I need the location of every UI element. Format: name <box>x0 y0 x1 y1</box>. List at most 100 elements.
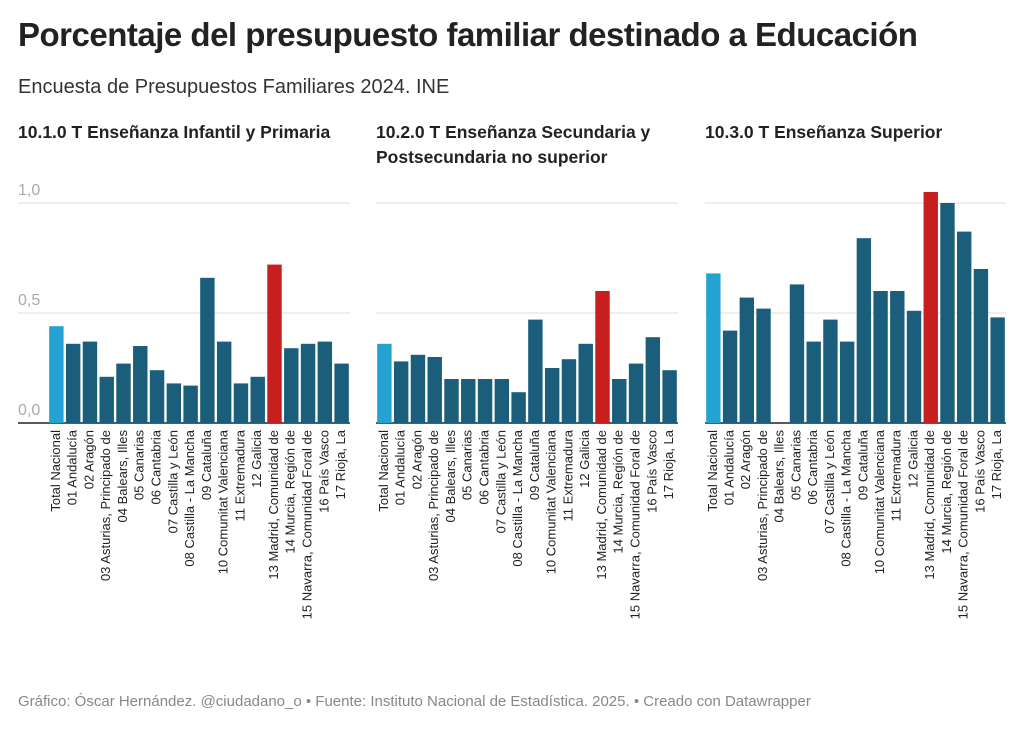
bar <box>612 379 627 423</box>
x-tick-label: 03 Asturias, Principado de <box>755 430 770 581</box>
bar <box>823 319 838 423</box>
x-tick-label: 01 Andalucía <box>393 429 408 505</box>
bar <box>940 203 955 423</box>
bar <box>645 337 661 423</box>
bar <box>511 392 526 423</box>
bar <box>200 277 215 423</box>
bar <box>116 363 131 423</box>
bar <box>216 341 232 423</box>
bar <box>300 343 316 423</box>
bar <box>317 341 333 423</box>
x-tick-label: 07 Castilla y León <box>165 430 180 533</box>
x-tick-label: 15 Navarra, Comunidad Foral de <box>627 430 642 619</box>
bar <box>839 341 855 423</box>
x-tick-label: 06 Cantabria <box>805 429 820 504</box>
panel-title: 10.3.0 T Enseñanza Superior <box>705 122 943 142</box>
x-tick-label: Total Nacional <box>705 430 720 512</box>
x-tick-label: 08 Castilla - La Mancha <box>839 429 854 566</box>
x-tick-label: 04 Balears, Illes <box>772 430 787 523</box>
bar <box>250 376 265 423</box>
x-tick-label: 03 Asturias, Principado de <box>426 430 441 581</box>
bar <box>990 317 1005 423</box>
bar <box>149 370 165 423</box>
bar <box>662 370 677 423</box>
bar <box>628 363 644 423</box>
x-tick-label: 10 Comunitat Valenciana <box>872 429 887 574</box>
x-tick-label: 01 Andalucía <box>65 429 80 505</box>
bar <box>334 363 349 423</box>
x-tick-label: 14 Murcia, Región de <box>283 430 298 554</box>
bar <box>377 343 392 423</box>
bar <box>49 326 64 423</box>
x-tick-label: 17 Rioja, La <box>661 429 676 499</box>
bar <box>756 308 771 423</box>
bar <box>873 291 888 423</box>
x-tick-label: 12 Galicia <box>577 429 592 488</box>
x-tick-label: 03 Asturias, Principado de <box>98 430 113 581</box>
x-tick-label: 02 Aragón <box>409 430 424 489</box>
x-tick-label: 07 Castilla y León <box>822 430 837 533</box>
bar <box>973 269 989 423</box>
bar <box>82 341 98 423</box>
bar <box>99 376 114 423</box>
x-tick-label: 04 Balears, Illes <box>115 430 130 523</box>
bar <box>544 368 560 423</box>
bar <box>284 348 299 423</box>
x-tick-label: 07 Castilla y León <box>493 430 508 533</box>
bar <box>806 341 821 423</box>
panel-title: 10.2.0 T Enseñanza Secundaria y Postsecu… <box>376 122 651 167</box>
x-tick-label: 13 Madrid, Comunidad de <box>594 430 609 580</box>
bar <box>957 231 972 423</box>
bar <box>427 357 442 423</box>
x-tick-label: 09 Cataluña <box>199 429 214 500</box>
bar <box>923 192 938 423</box>
x-tick-label: 16 País Vasco <box>644 430 659 513</box>
bar <box>166 383 182 423</box>
x-tick-label: 04 Balears, Illes <box>443 430 458 523</box>
x-tick-label: 11 Extremadura <box>889 429 904 521</box>
x-tick-label: 02 Aragón <box>738 430 753 489</box>
x-tick-label: 11 Extremadura <box>560 429 575 521</box>
bar <box>444 379 459 423</box>
x-tick-label: 17 Rioja, La <box>333 429 348 499</box>
bar <box>789 284 805 423</box>
x-tick-label: 05 Canarias <box>788 430 803 501</box>
x-tick-label: 09 Cataluña <box>527 429 542 500</box>
footer: Gráfico: Óscar Hernández. @ciudadano_o •… <box>18 693 811 710</box>
bar <box>722 330 738 423</box>
x-tick-label: 10 Comunitat Valenciana <box>544 429 559 574</box>
subtitle: Encuesta de Presupuestos Familiares 2024… <box>18 76 450 98</box>
x-tick-label: 14 Murcia, Región de <box>939 430 954 554</box>
bar <box>706 273 721 423</box>
x-tick-label: 16 País Vasco <box>316 430 331 513</box>
y-tick-label: 1,0 <box>18 182 40 199</box>
x-tick-label: 17 Rioja, La <box>989 429 1004 499</box>
y-tick-label: 0,0 <box>18 402 40 419</box>
bar <box>461 379 476 423</box>
bar <box>494 379 510 423</box>
x-tick-label: 11 Extremadura <box>232 429 247 521</box>
bar <box>595 291 610 423</box>
bar <box>133 346 148 423</box>
x-tick-label: 10 Comunitat Valenciana <box>216 429 231 574</box>
bar <box>183 385 198 423</box>
bar <box>890 291 905 423</box>
x-tick-label: 12 Galicia <box>249 429 264 488</box>
bar <box>906 310 922 423</box>
x-tick-label: Total Nacional <box>376 430 391 512</box>
x-tick-label: 13 Madrid, Comunidad de <box>922 430 937 580</box>
bar <box>528 319 543 423</box>
x-tick-label: Total Nacional <box>48 430 63 512</box>
bar <box>578 343 593 423</box>
bar <box>267 264 282 423</box>
bar <box>561 359 577 423</box>
bar <box>393 361 409 423</box>
x-tick-label: 05 Canarias <box>460 430 475 501</box>
x-tick-label: 06 Cantabria <box>476 429 491 504</box>
x-tick-label: 14 Murcia, Región de <box>611 430 626 554</box>
x-tick-label: 15 Navarra, Comunidad Foral de <box>956 430 971 619</box>
x-tick-label: 05 Canarias <box>132 430 147 501</box>
x-tick-label: 02 Aragón <box>81 430 96 489</box>
title: Porcentaje del presupuesto familiar dest… <box>18 16 918 53</box>
